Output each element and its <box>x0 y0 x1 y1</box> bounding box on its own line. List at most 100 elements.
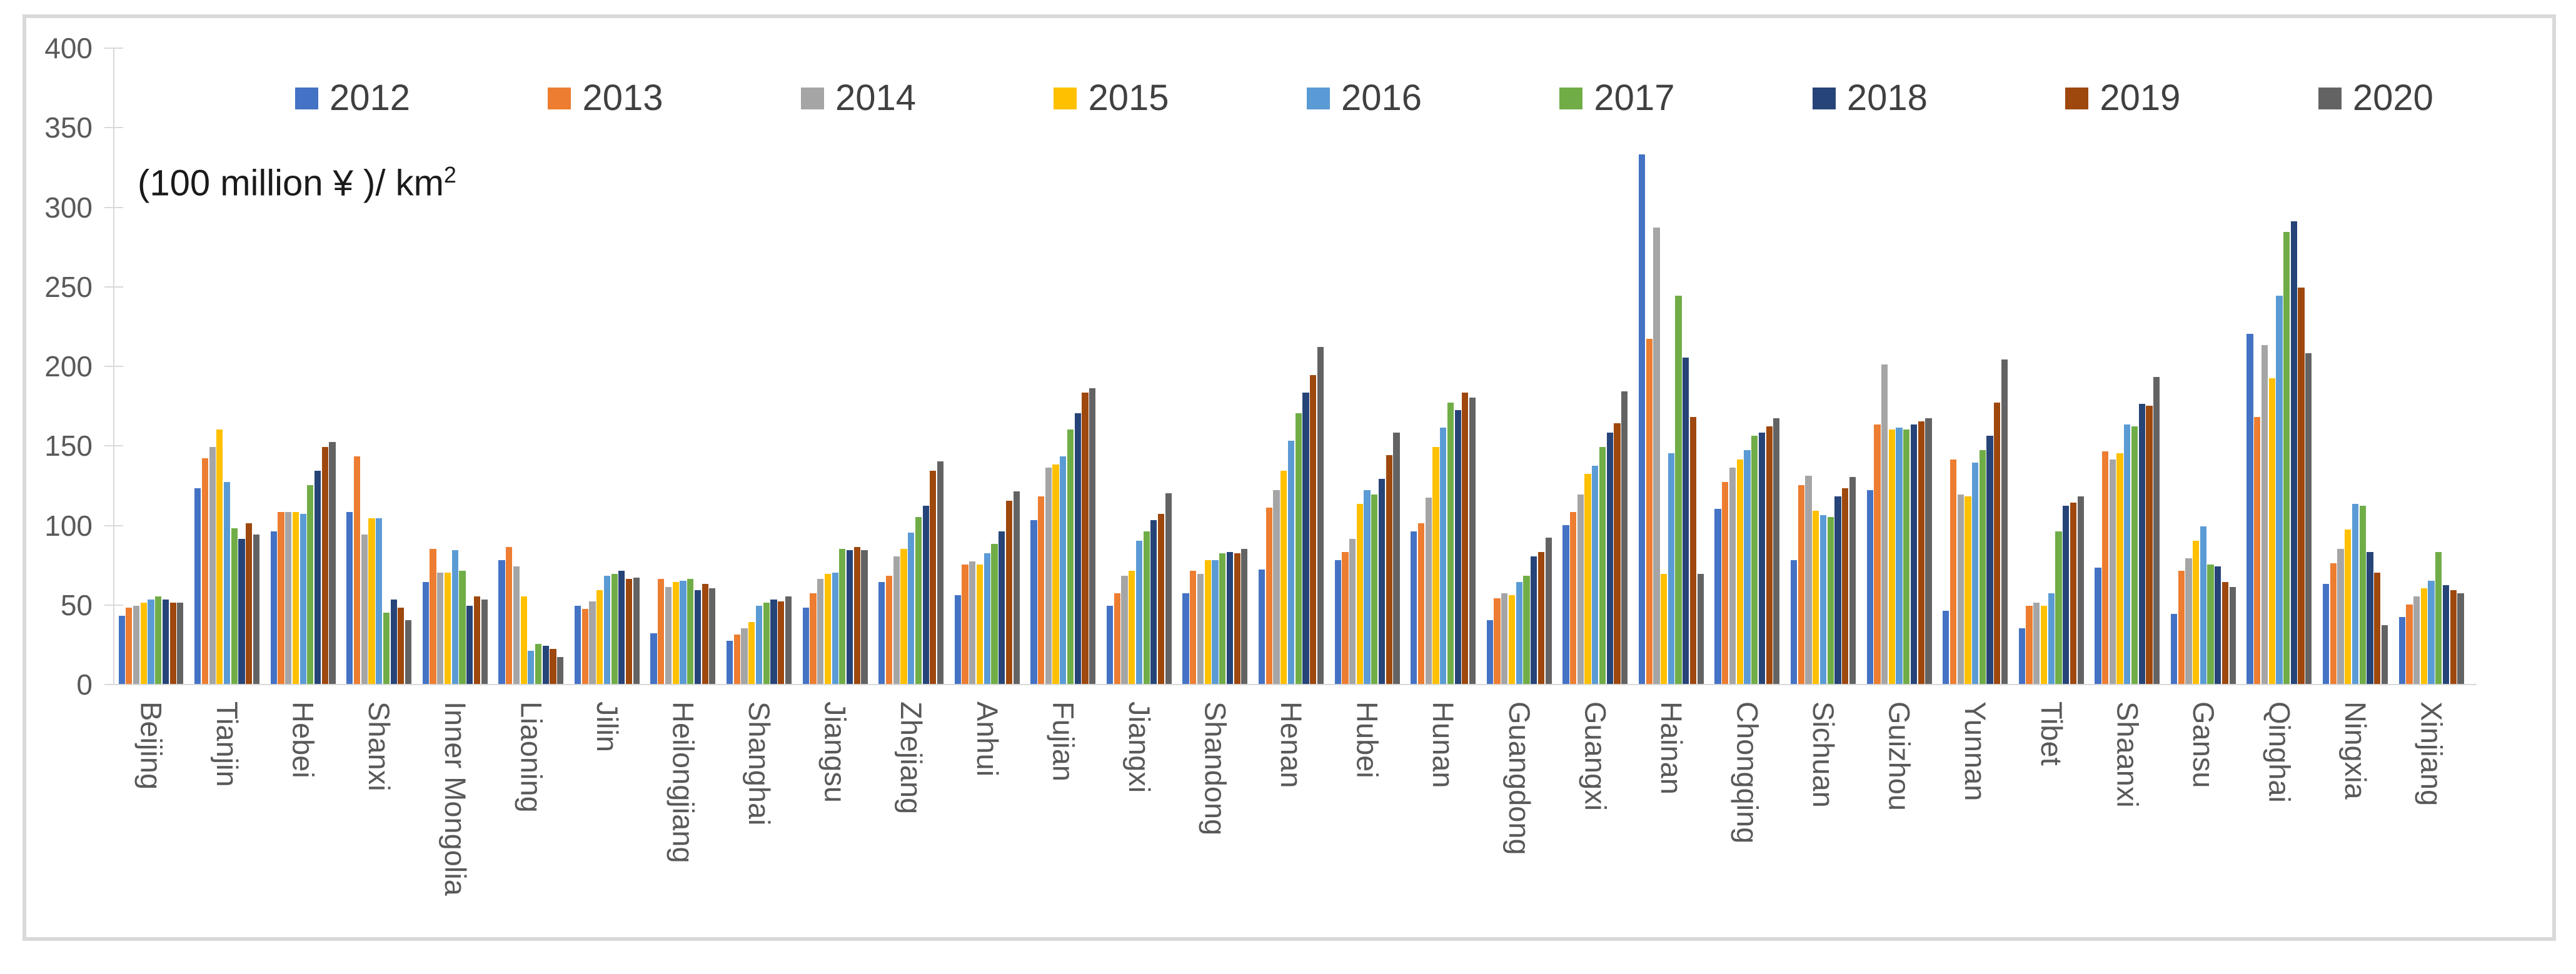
bar-Beijing-2018 <box>162 600 169 684</box>
bar-Hubei-2016 <box>1364 490 1371 684</box>
bar-group-Shaanxi <box>2095 48 2160 684</box>
bar-Guangdong-2019 <box>1537 551 1544 684</box>
bar-Sichuan-2017 <box>1827 516 1834 684</box>
bar-Liaoning-2020 <box>557 656 564 684</box>
bar-Sichuan-2012 <box>1791 560 1798 684</box>
bar-group-Guangxi <box>1562 48 1628 684</box>
bar-Anhui-2016 <box>984 553 990 684</box>
legend-item-2016: 2016 <box>1306 80 1422 116</box>
bar-Jiangsu-2020 <box>861 550 868 684</box>
bar-Henan-2013 <box>1265 507 1272 684</box>
bar-Hunan-2014 <box>1425 498 1432 684</box>
bar-Zhejiang-2017 <box>915 516 922 684</box>
bar-Hubei-2018 <box>1378 478 1386 684</box>
bar-Guizhou-2013 <box>1874 424 1881 684</box>
category-label-Chongqing: Chongqing <box>1731 701 1764 844</box>
bar-Liaoning-2014 <box>513 566 520 684</box>
bar-Anhui-2015 <box>976 565 984 684</box>
y-tick-mark-250 <box>104 286 123 288</box>
bar-Shandong-2017 <box>1219 553 1226 684</box>
bar-Xinjiang-2015 <box>2420 588 2427 684</box>
bar-group-Sichuan <box>1791 48 1856 684</box>
bar-group-Fujian <box>1030 48 1096 684</box>
bar-Inner Mongolia-2019 <box>473 596 481 684</box>
bar-group-Hubei <box>1334 48 1400 684</box>
bar-group-Beijing <box>118 48 184 684</box>
bar-Tianjin-2014 <box>209 446 216 684</box>
bar-Shanghai-2017 <box>763 603 770 684</box>
bar-Zhejiang-2014 <box>893 556 900 684</box>
bar-Qinghai-2012 <box>2246 334 2253 684</box>
bar-Hubei-2013 <box>1342 551 1349 684</box>
category-label-Gansu: Gansu <box>2186 701 2220 788</box>
bar-Sichuan-2016 <box>1819 515 1827 684</box>
bar-Zhejiang-2018 <box>922 506 929 684</box>
bar-Anhui-2018 <box>999 531 1005 684</box>
bar-Liaoning-2012 <box>498 560 505 684</box>
legend-swatch-2018 <box>1812 87 1836 109</box>
bar-Guangdong-2017 <box>1523 575 1530 684</box>
bar-Hubei-2015 <box>1356 504 1363 684</box>
bar-Shanxi-2020 <box>405 620 412 684</box>
bar-Heilongjiang-2013 <box>658 579 665 684</box>
unit-label-superscript: 2 <box>443 162 456 188</box>
bar-Jiangsu-2016 <box>832 572 838 684</box>
bar-Shaanxi-2018 <box>2138 404 2145 684</box>
bar-Beijing-2012 <box>118 615 125 684</box>
category-label-Tibet: Tibet <box>2035 701 2068 766</box>
bar-Shaanxi-2017 <box>2131 426 2138 684</box>
bar-Guangdong-2014 <box>1501 593 1508 684</box>
y-tick-label-350: 350 <box>44 111 93 144</box>
bar-Shanxi-2015 <box>368 518 375 684</box>
bar-Heilongjiang-2020 <box>709 588 716 684</box>
bar-Xinjiang-2013 <box>2406 604 2413 684</box>
bar-Shandong-2018 <box>1226 551 1233 684</box>
bar-Guangdong-2020 <box>1545 537 1552 684</box>
bar-group-Hebei <box>270 48 336 684</box>
bar-group-Liaoning <box>498 48 564 684</box>
bar-Jiangxi-2012 <box>1106 606 1114 684</box>
bar-Yunnan-2015 <box>1965 496 1971 684</box>
bar-Zhejiang-2013 <box>885 575 893 684</box>
bar-Jilin-2014 <box>589 601 596 684</box>
bar-Hebei-2015 <box>292 512 299 684</box>
bar-Hainan-2016 <box>1668 453 1674 684</box>
legend-swatch-2012 <box>295 87 318 109</box>
bar-Guangxi-2018 <box>1606 432 1613 684</box>
bar-Hunan-2013 <box>1417 523 1425 684</box>
bar-Shandong-2014 <box>1197 574 1204 684</box>
legend-item-2020: 2020 <box>2318 80 2433 116</box>
legend-label-2015: 2015 <box>1088 78 1169 118</box>
bar-Fujian-2014 <box>1045 467 1052 684</box>
legend-item-2014: 2014 <box>800 80 916 116</box>
bar-Liaoning-2016 <box>528 650 535 684</box>
category-label-Tianjin: Tianjin <box>211 701 244 787</box>
bar-Heilongjiang-2018 <box>694 590 702 684</box>
bar-Ningxia-2014 <box>2337 548 2344 684</box>
category-label-Shaanxi: Shaanxi <box>2111 701 2145 808</box>
legend-item-2013: 2013 <box>548 80 663 116</box>
bar-Chongqing-2015 <box>1736 459 1743 684</box>
bar-Hebei-2017 <box>307 484 314 684</box>
bar-Guangdong-2013 <box>1494 598 1501 684</box>
bar-group-Shanxi <box>346 48 412 684</box>
bar-Henan-2014 <box>1273 490 1280 684</box>
bar-Hunan-2018 <box>1454 410 1461 684</box>
category-label-Jiangxi: Jiangxi <box>1122 701 1156 793</box>
category-label-Xinjiang: Xinjiang <box>2415 701 2448 806</box>
bar-group-Shandong <box>1182 48 1248 684</box>
bar-Xinjiang-2018 <box>2442 585 2450 684</box>
bar-Jiangxi-2019 <box>1157 513 1165 684</box>
bar-Anhui-2014 <box>969 561 976 684</box>
bar-Tibet-2016 <box>2048 593 2055 684</box>
bar-Qinghai-2017 <box>2283 232 2290 684</box>
bar-group-Guangdong <box>1486 48 1552 684</box>
bar-Jiangxi-2015 <box>1129 571 1135 684</box>
bar-Gansu-2019 <box>2221 582 2229 684</box>
legend-label-2017: 2017 <box>1594 78 1675 118</box>
bar-Henan-2017 <box>1295 413 1302 684</box>
bar-Qinghai-2019 <box>2298 288 2305 684</box>
y-tick-label-0: 0 <box>76 668 93 701</box>
bar-Inner Mongolia-2015 <box>444 572 451 684</box>
